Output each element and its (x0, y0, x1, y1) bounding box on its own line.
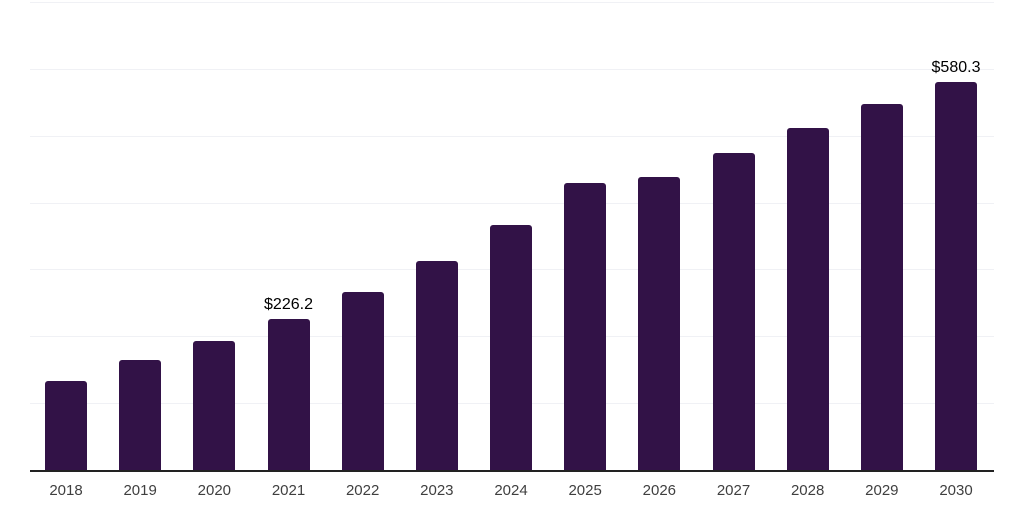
x-tick-2026: 2026 (642, 482, 677, 499)
bar-2025 (564, 182, 607, 470)
x-tick-2023: 2023 (420, 482, 454, 499)
x-tick-2019: 2019 (123, 482, 157, 499)
bar-2021 (267, 318, 310, 470)
x-tick-2029: 2029 (865, 482, 899, 499)
x-tick-2027: 2027 (716, 482, 751, 499)
plot-area: $226.2 $580.3 (30, 2, 994, 472)
bar-2024 (490, 225, 532, 470)
bar-2023 (415, 261, 458, 470)
bar-2020 (193, 340, 236, 470)
x-tick-2024: 2024 (494, 482, 528, 499)
value-label-2021: $226.2 (264, 295, 313, 313)
x-tick-2028: 2028 (790, 482, 825, 499)
gridline (30, 69, 994, 70)
gridline (30, 203, 994, 204)
gridline (30, 136, 994, 137)
x-tick-2018: 2018 (49, 482, 83, 499)
bar-2029 (860, 103, 903, 470)
bar-2027 (712, 153, 755, 470)
x-tick-2030: 2030 (939, 482, 973, 499)
value-label-2030: $580.3 (931, 59, 981, 76)
bar-2018 (45, 380, 87, 470)
bar-2022 (341, 292, 384, 470)
bar-2019 (119, 360, 162, 470)
gridline (30, 2, 994, 3)
bar-2028 (786, 128, 829, 470)
x-tick-2021: 2021 (271, 482, 306, 499)
bar-2030 (935, 82, 977, 470)
bar-2026 (638, 176, 681, 470)
x-tick-2020: 2020 (197, 482, 232, 499)
x-tick-2022: 2022 (345, 482, 380, 499)
x-tick-2025: 2025 (568, 482, 602, 499)
